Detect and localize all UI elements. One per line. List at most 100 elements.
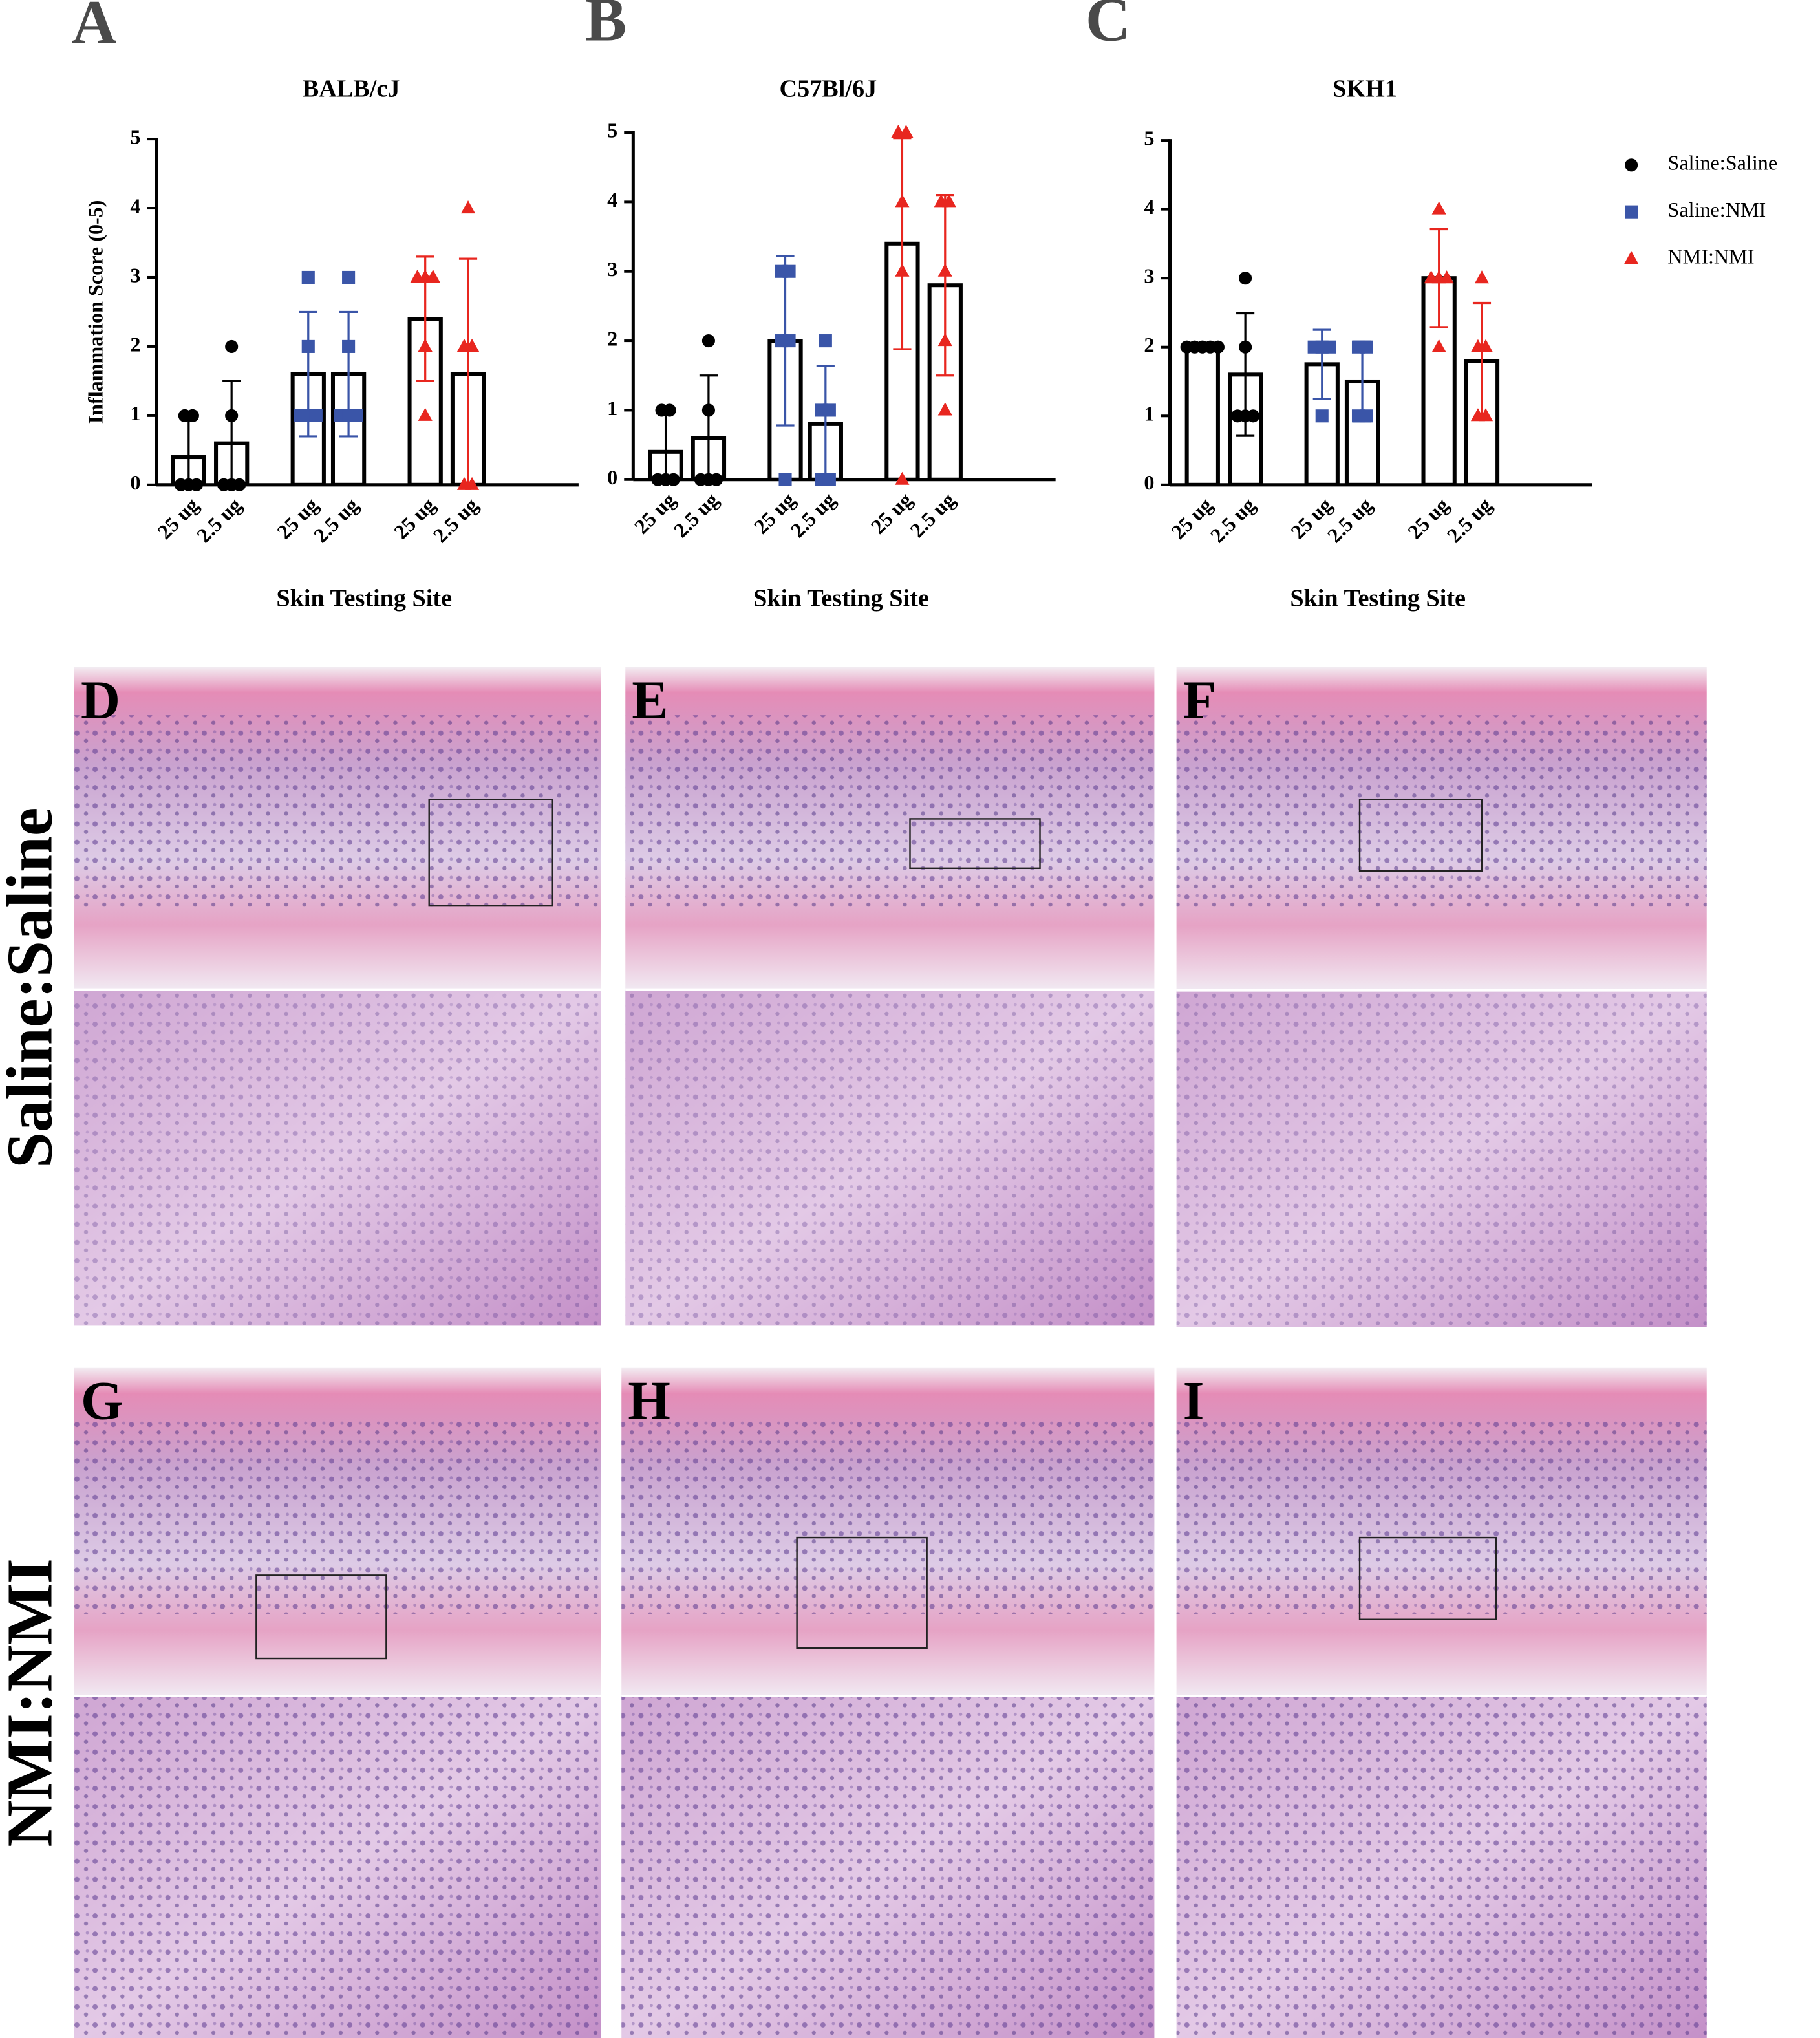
- data-point: [1239, 272, 1252, 285]
- data-point: [309, 409, 323, 422]
- data-point: [186, 409, 199, 422]
- y-tick-label: 2: [130, 332, 140, 356]
- histology-overview-texture: [1176, 715, 1707, 910]
- x-tick-label: 2.5 ug: [905, 488, 959, 542]
- data-point: [301, 339, 315, 353]
- data-point: [937, 333, 952, 347]
- legend-marker: [1625, 158, 1638, 172]
- data-point: [1478, 339, 1493, 352]
- legend-marker: [1624, 250, 1639, 264]
- x-tick-label: 2.5 ug: [429, 493, 483, 548]
- chart-title: BALB/cJ: [303, 75, 400, 102]
- panel-letter: E: [632, 670, 668, 731]
- data-point: [663, 403, 676, 417]
- data-point: [822, 473, 836, 486]
- error-bar: [816, 365, 835, 480]
- y-tick-label: 2: [1144, 333, 1154, 356]
- legend-marker: [1625, 205, 1638, 219]
- y-tick-label: 0: [130, 471, 140, 494]
- panel-letter: D: [81, 670, 120, 731]
- histology-panel: I: [1176, 1367, 1707, 2038]
- y-tick-label: 5: [607, 118, 617, 142]
- data-point: [667, 473, 680, 486]
- inset-box: [1358, 799, 1483, 872]
- data-point: [342, 270, 356, 284]
- inset-box: [909, 818, 1041, 870]
- data-point: [1239, 340, 1252, 354]
- data-point: [937, 263, 952, 277]
- y-tick-label: 0: [1144, 471, 1154, 494]
- legend-label: Saline:NMI: [1667, 198, 1766, 221]
- histology-overview-texture: [74, 715, 601, 909]
- data-point: [460, 200, 476, 214]
- histology-zoom-texture: [625, 989, 1155, 1326]
- y-tick-label: 1: [1144, 402, 1154, 425]
- histology-zoom-texture: [1176, 990, 1707, 1327]
- y-tick-label: 3: [130, 263, 140, 286]
- histology-zoom-texture: [621, 1695, 1155, 2038]
- data-point: [782, 264, 796, 278]
- data-point: [342, 339, 356, 353]
- y-tick-label: 4: [1144, 195, 1154, 219]
- inset-box: [796, 1536, 928, 1649]
- y-tick-label: 5: [1144, 126, 1154, 149]
- y-tick-label: 1: [607, 396, 617, 420]
- legend-label: Saline:Saline: [1667, 151, 1777, 175]
- legend-label: NMI:NMI: [1667, 244, 1754, 268]
- data-point: [1431, 201, 1446, 215]
- x-tick-label: 2.5 ug: [1442, 493, 1497, 548]
- data-point: [782, 334, 796, 348]
- plot-area: [171, 255, 486, 485]
- data-point: [350, 409, 363, 422]
- histology-zoom-texture: [1176, 1695, 1707, 2038]
- x-tick-label: 2.5 ug: [786, 488, 840, 542]
- error-bar: [222, 380, 241, 485]
- x-axis-label: Skin Testing Site: [753, 585, 929, 612]
- panel-letter: A: [72, 0, 117, 56]
- data-point: [233, 478, 246, 491]
- y-tick-label: 3: [607, 257, 617, 281]
- x-tick-label: 2.5 ug: [1206, 493, 1260, 548]
- inset-box: [1358, 1536, 1497, 1620]
- data-point: [1360, 409, 1373, 423]
- plot-area: [648, 137, 963, 480]
- histology-zoom-texture: [74, 989, 601, 1326]
- inset-box: [255, 1574, 387, 1660]
- data-point: [819, 334, 832, 348]
- data-point: [895, 194, 910, 208]
- data-point: [465, 477, 480, 490]
- row-label: Saline:Saline: [0, 808, 66, 1168]
- data-point: [701, 403, 715, 417]
- x-tick-label: 2.5 ug: [1323, 493, 1377, 548]
- data-point: [1478, 408, 1493, 422]
- histology-panel: H: [621, 1367, 1155, 2038]
- chart-title: C57Bl/6J: [780, 75, 877, 102]
- data-point: [895, 471, 910, 485]
- x-tick-label: 25 ug: [1166, 493, 1217, 544]
- histology-overview-texture: [1176, 1416, 1707, 1614]
- error-bar: [893, 137, 912, 350]
- x-tick-label: 25 ug: [866, 488, 917, 539]
- data-point: [937, 402, 952, 416]
- x-tick-label: 2.5 ug: [669, 488, 723, 542]
- histology-overview-texture: [625, 715, 1155, 909]
- data-point: [941, 194, 956, 208]
- data-point: [1431, 339, 1446, 352]
- panel-letter: I: [1183, 1371, 1204, 1431]
- y-tick-label: 5: [130, 125, 140, 148]
- data-point: [1360, 340, 1373, 354]
- data-point: [425, 269, 440, 283]
- plot-area: [1184, 228, 1500, 485]
- data-point: [225, 409, 239, 422]
- y-tick-label: 4: [130, 194, 140, 217]
- y-axis-label: Inflammation Score (0-5): [83, 200, 107, 424]
- data-point: [189, 478, 203, 491]
- row-label: NMI:NMI: [0, 1558, 66, 1847]
- x-tick-label: 25 ug: [1403, 493, 1453, 544]
- panel-letter: F: [1183, 670, 1217, 731]
- data-point: [301, 270, 315, 284]
- y-tick-label: 4: [607, 188, 617, 211]
- histology-panel: D: [74, 667, 601, 1326]
- y-tick-label: 1: [130, 402, 140, 425]
